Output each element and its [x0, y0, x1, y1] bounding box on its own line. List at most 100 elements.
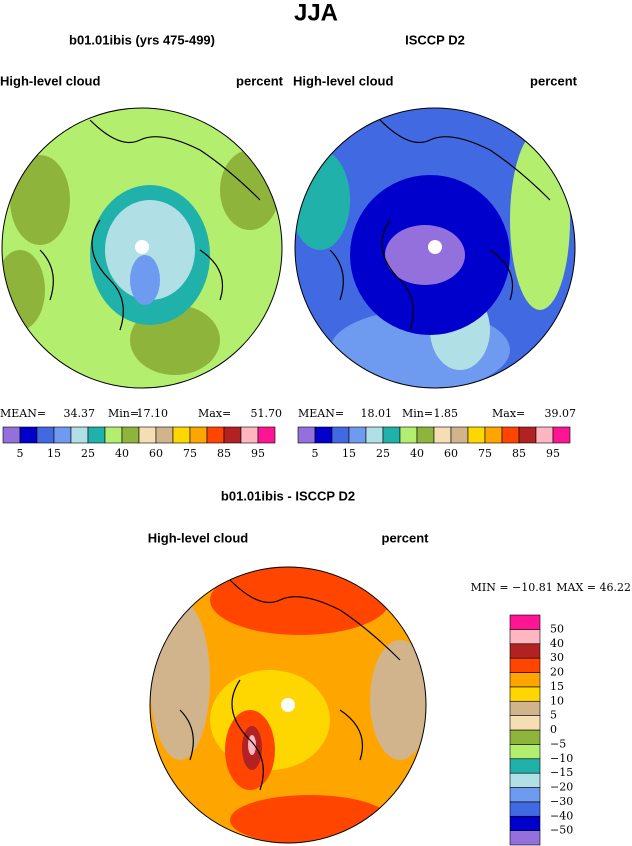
colorbar-label: 30 [550, 651, 564, 664]
colorbar-label: 75 [478, 447, 492, 460]
colorbar-label: 15 [342, 447, 356, 460]
colorbar-label: −5 [550, 737, 566, 750]
stat-label: MEAN= [298, 407, 344, 420]
colorbar-box [509, 614, 541, 630]
colorbar-label: 15 [47, 447, 61, 460]
colorbar-label: 50 [550, 622, 564, 635]
colorbar-box [509, 815, 541, 831]
stat-label: Min= [108, 407, 139, 420]
colorbar-box [509, 830, 541, 846]
stat-label: Max= [198, 407, 231, 420]
panel-title: b01.01ibis (yrs 475-499) [69, 32, 215, 47]
colorbar-box [382, 426, 401, 444]
colorbar-box [518, 426, 537, 444]
stat-value: 34.37 [64, 407, 96, 420]
colorbar-box [509, 700, 541, 716]
colorbar-box [509, 686, 541, 702]
colorbar-box [155, 426, 174, 444]
colorbar-label: 5 [17, 447, 24, 460]
colorbar-label: −30 [550, 795, 573, 808]
colorbar-label: −15 [550, 766, 573, 779]
colorbar-box [121, 426, 140, 444]
colorbar-box [484, 426, 503, 444]
colorbar-label: 25 [81, 447, 95, 460]
stat-value: 1.85 [434, 407, 459, 420]
colorbar-label: 10 [550, 694, 564, 707]
colorbar-box [70, 426, 89, 444]
colorbar-label: −10 [550, 752, 573, 765]
colorbar-label: 85 [217, 447, 231, 460]
colorbar-box [399, 426, 418, 444]
colorbar-box [314, 426, 333, 444]
colorbar-box [509, 801, 541, 817]
colorbar-box [223, 426, 242, 444]
figure-title: JJA [294, 0, 338, 26]
colorbar-box [509, 744, 541, 760]
colorbar-box [240, 426, 259, 444]
colorbar-label: −20 [550, 781, 573, 794]
colorbar-box [257, 426, 276, 444]
colorbar-box [104, 426, 123, 444]
colorbar-box [138, 426, 157, 444]
panel-unit: percent [236, 73, 284, 88]
colorbar-box [331, 426, 350, 444]
colorbar-label: 40 [550, 637, 564, 650]
colorbar-box [206, 426, 225, 444]
colorbar-label: 75 [183, 447, 197, 460]
colorbar-box [87, 426, 106, 444]
panel-label: High-level cloud [148, 530, 248, 545]
colorbar-label: 25 [376, 447, 390, 460]
stat-value: 18.01 [361, 407, 393, 420]
colorbar-box [509, 715, 541, 731]
colorbar-box [509, 629, 541, 645]
colorbar-label: 60 [444, 447, 458, 460]
stat-label: Min= [402, 407, 433, 420]
colorbar-label: 0 [550, 723, 557, 736]
colorbar-box [509, 787, 541, 803]
colorbar-box [172, 426, 191, 444]
colorbar-label: 40 [115, 447, 129, 460]
panel-label: High-level cloud [293, 73, 393, 88]
colorbar-box [450, 426, 469, 444]
stat-label: MEAN= [0, 407, 46, 420]
colorbar-box [53, 426, 72, 444]
colorbar-label: 20 [550, 666, 564, 679]
colorbar-label: −50 [550, 824, 573, 837]
colorbar-box [433, 426, 452, 444]
panel-title: b01.01ibis - ISCCP D2 [221, 488, 355, 503]
stat-value: 51.70 [251, 407, 283, 420]
panel-unit: percent [382, 530, 430, 545]
colorbar-label: 40 [410, 447, 424, 460]
colorbar-box [189, 426, 208, 444]
colorbar-box [2, 426, 21, 444]
colorbar-box [467, 426, 486, 444]
panel-label: High-level cloud [0, 73, 100, 88]
colorbar-box [535, 426, 554, 444]
panel-unit: percent [530, 73, 578, 88]
colorbar-label: 60 [149, 447, 163, 460]
colorbar-label: 95 [251, 447, 265, 460]
stat-value: 39.07 [545, 407, 577, 420]
stat-label: Max= [492, 407, 525, 420]
colorbar-box [501, 426, 520, 444]
colorbar-label: 95 [546, 447, 560, 460]
colorbar-box [19, 426, 38, 444]
colorbar-box [509, 772, 541, 788]
colorbar-box [509, 643, 541, 659]
colorbar-box [509, 672, 541, 688]
colorbar-box [509, 758, 541, 774]
colorbar-box [365, 426, 384, 444]
colorbar-box [297, 426, 316, 444]
colorbar-label: 5 [550, 709, 557, 722]
colorbar-box [36, 426, 55, 444]
map [2, 108, 282, 388]
colorbar-label: −40 [550, 809, 573, 822]
colorbar-label: 15 [550, 680, 564, 693]
colorbar-box [348, 426, 367, 444]
colorbar-label: 85 [512, 447, 526, 460]
colorbar-label: 5 [312, 447, 319, 460]
colorbar-box [509, 729, 541, 745]
stat-value: 17.10 [137, 407, 169, 420]
colorbar-box [416, 426, 435, 444]
